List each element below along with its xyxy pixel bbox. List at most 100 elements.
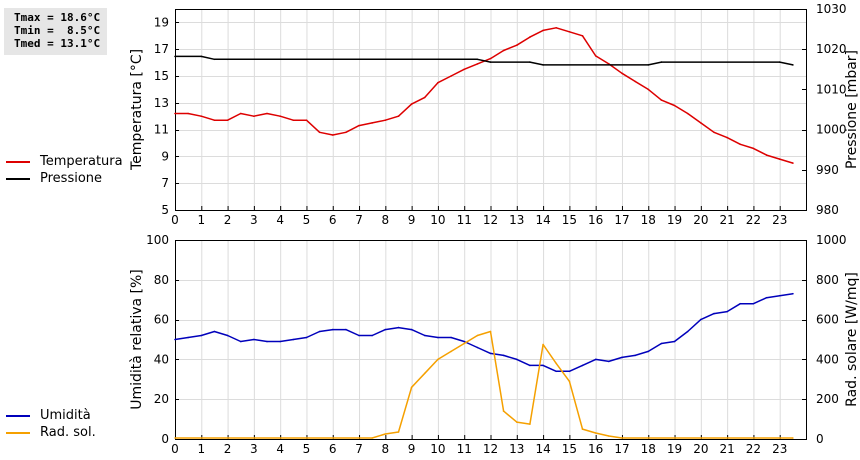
- data-point-umidit: [397, 326, 400, 329]
- data-point-rad-sol: [502, 410, 505, 412]
- data-point-umidit: [253, 338, 255, 341]
- radsol-swatch: [6, 431, 30, 434]
- x-tick-label-bottom: 12: [483, 442, 498, 456]
- x-tick-label-top: 13: [509, 213, 524, 227]
- data-point-temperatura: [187, 112, 189, 115]
- data-point-umidit: [332, 328, 334, 331]
- y-tick-label-right-top: 1010: [816, 82, 847, 96]
- data-point-umidit: [792, 292, 794, 295]
- data-point-temperatura: [450, 75, 452, 77]
- data-point-rad-sol: [463, 342, 466, 345]
- data-point-umidit: [318, 330, 321, 333]
- x-tick-label-bottom: 1: [197, 442, 205, 456]
- data-point-umidit: [463, 340, 466, 343]
- data-point-umidit: [345, 328, 347, 331]
- x-tick-label-top: 17: [614, 213, 629, 227]
- data-point-rad-sol: [489, 330, 492, 333]
- x-tick-label-bottom: 6: [329, 442, 337, 456]
- y-tick-label-left-bottom: 40: [154, 352, 169, 366]
- plot-frame-top: [175, 9, 807, 211]
- data-point-umidit: [621, 356, 623, 359]
- y-tick-label-left-bottom: 60: [154, 313, 169, 327]
- data-point-rad-sol: [450, 350, 452, 353]
- data-point-temperatura: [502, 49, 505, 52]
- data-point-rad-sol: [542, 343, 544, 346]
- x-tick-label-bottom: 8: [382, 442, 390, 456]
- y-tick-label-right-top: 1030: [816, 2, 847, 16]
- data-point-temperatura: [568, 31, 571, 33]
- series-line-rad-sol: [175, 330, 793, 439]
- data-point-temperatura: [226, 119, 229, 121]
- data-point-temperatura: [424, 96, 426, 99]
- data-point-temperatura: [489, 57, 492, 60]
- data-point-temperatura: [726, 136, 728, 139]
- x-tick-label-top: 11: [457, 213, 472, 227]
- data-point-umidit: [489, 352, 492, 355]
- data-point-temperatura: [358, 124, 360, 127]
- data-point-pressione: [542, 64, 544, 66]
- x-tick-label-top: 16: [588, 213, 603, 227]
- y-tick-label-left-top: 11: [154, 123, 169, 137]
- data-point-temperatura: [660, 99, 663, 101]
- x-tick-label-bottom: 21: [719, 442, 734, 456]
- data-point-rad-sol: [371, 437, 374, 439]
- data-point-pressione: [529, 61, 531, 63]
- data-point-umidit: [371, 334, 374, 337]
- data-point-temperatura: [305, 119, 308, 121]
- data-point-umidit: [292, 338, 295, 341]
- data-point-temperatura: [384, 119, 387, 121]
- x-tick-label-top: 5: [303, 213, 311, 227]
- y-tick-label-left-top: 15: [154, 69, 169, 83]
- x-tick-label-bottom: 23: [772, 442, 787, 456]
- data-point-rad-sol: [476, 334, 479, 337]
- data-point-umidit: [437, 336, 439, 339]
- data-point-pressione: [792, 64, 794, 66]
- y-tick-label-left-bottom: 0: [161, 432, 169, 446]
- x-tick-label-bottom: 16: [588, 442, 603, 456]
- data-point-umidit: [424, 334, 426, 337]
- data-point-pressione: [476, 58, 479, 61]
- y-tick-label-right-top: 990: [816, 163, 839, 177]
- y-tick-label-left-top: 7: [161, 176, 169, 190]
- data-point-pressione: [226, 58, 229, 61]
- tmax-text: Tmax = 18.6°C: [14, 11, 101, 24]
- y-tick-label-right-bottom: 1000: [816, 233, 847, 247]
- data-point-umidit: [739, 302, 742, 305]
- data-point-temperatura: [174, 112, 176, 115]
- x-tick-label-bottom: 7: [355, 442, 363, 456]
- y-tick-label-left-bottom: 20: [154, 392, 169, 406]
- data-point-pressione: [174, 55, 176, 58]
- data-point-umidit: [568, 370, 571, 373]
- data-point-temperatura: [292, 119, 295, 121]
- data-point-umidit: [450, 336, 452, 339]
- data-point-umidit: [608, 360, 610, 363]
- data-point-temperatura: [239, 112, 242, 115]
- x-tick-label-top: 18: [641, 213, 656, 227]
- data-point-umidit: [200, 334, 203, 337]
- data-point-rad-sol: [437, 358, 439, 361]
- data-point-umidit: [555, 370, 557, 373]
- y-tick-label-left-bottom: 100: [146, 233, 169, 247]
- y-tick-label-right-bottom: 800: [816, 273, 839, 287]
- x-tick-label-top: 22: [746, 213, 761, 227]
- x-tick-label-top: 19: [667, 213, 682, 227]
- data-point-temperatura: [410, 103, 413, 105]
- legend-bottom: Umidità Rad. sol.: [6, 407, 96, 441]
- y-axis-title-left-bottom: Umidità relativa [%]: [129, 269, 145, 410]
- x-tick-label-bottom: 20: [693, 442, 708, 456]
- x-tick-label-top: 8: [382, 213, 390, 227]
- data-point-temperatura: [463, 68, 466, 71]
- data-point-umidit: [174, 338, 176, 341]
- data-point-umidit: [686, 330, 689, 333]
- data-point-umidit: [647, 350, 650, 353]
- y-tick-label-right-bottom: 200: [816, 392, 839, 406]
- data-point-temperatura: [253, 115, 255, 117]
- y-tick-label-left-top: 13: [154, 96, 169, 110]
- x-tick-label-top: 0: [171, 213, 179, 227]
- data-point-temperatura: [713, 131, 715, 134]
- x-tick-label-top: 10: [430, 213, 445, 227]
- data-point-temperatura: [765, 154, 768, 156]
- data-point-umidit: [700, 318, 702, 321]
- y-tick-label-left-bottom: 80: [154, 273, 169, 287]
- data-point-umidit: [476, 346, 479, 349]
